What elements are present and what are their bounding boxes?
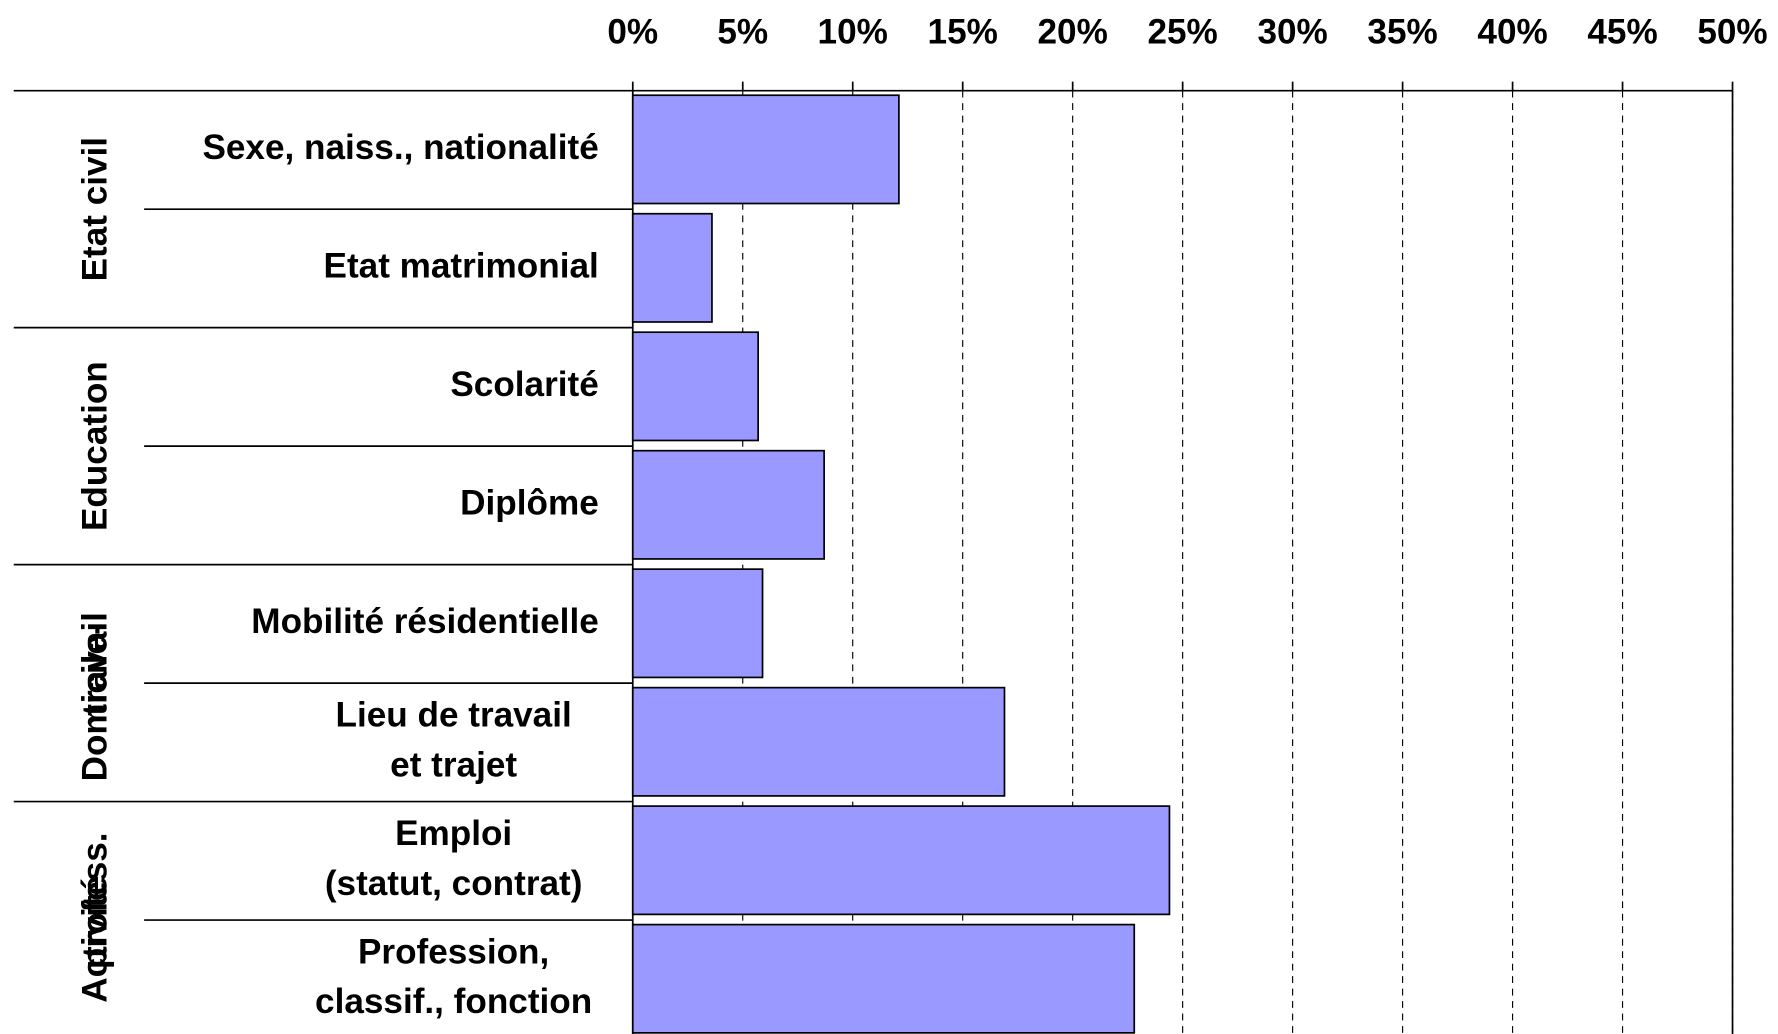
group-label-line: Activité: [76, 876, 115, 1003]
group-label-line: Domicile-: [76, 623, 115, 781]
x-tick-label: 5%: [717, 12, 768, 51]
x-tick-label: 45%: [1587, 12, 1657, 51]
x-tick-label: 50%: [1697, 12, 1767, 51]
bar: [631, 686, 1006, 797]
group-label: Education: [76, 361, 115, 531]
category-label-line: classif., fonction: [315, 983, 592, 1022]
category-label: Mobilité résidentielle: [251, 602, 598, 641]
bar: [631, 805, 1171, 916]
bar: [631, 449, 825, 560]
group-label: Etat civil: [76, 137, 115, 281]
category-label-line: Emploi: [395, 814, 512, 853]
x-tick-label: 20%: [1038, 12, 1108, 51]
bar: [631, 94, 900, 205]
category-label-line: (statut, contrat): [325, 864, 583, 903]
category-label-line: Lieu de travail: [336, 696, 572, 735]
group-label-line: Education: [76, 361, 115, 531]
category-label-line: et trajet: [390, 746, 517, 785]
group-label: Activitéprofess.: [76, 832, 115, 1002]
category-label-line: Sexe, naiss., nationalité: [202, 128, 598, 167]
x-tick-label: 35%: [1367, 12, 1437, 51]
category-label-line: Profession,: [358, 933, 549, 972]
x-tick-label: 10%: [818, 12, 888, 51]
category-label: Lieu de travail et trajet: [336, 696, 572, 785]
category-label-line: Etat matrimonial: [324, 247, 599, 286]
bar: [631, 568, 764, 679]
x-tick-label: 30%: [1257, 12, 1327, 51]
group-label-line: Etat civil: [76, 137, 115, 281]
x-tick-label: 40%: [1477, 12, 1547, 51]
x-tick-label: 0%: [607, 12, 658, 51]
x-tick-label: 15%: [928, 12, 998, 51]
category-label-line: Diplôme: [460, 484, 599, 523]
category-label: Sexe, naiss., nationalité: [202, 128, 598, 167]
category-label-line: Mobilité résidentielle: [251, 602, 598, 641]
bar: [631, 212, 713, 323]
group-label-line: travail: [76, 612, 115, 716]
category-label-line: Scolarité: [450, 365, 598, 404]
category-label: Profession, classif., fonction: [315, 933, 592, 1022]
bar: [631, 331, 759, 442]
category-label: Etat matrimonial: [324, 247, 599, 286]
category-label: Scolarité: [450, 365, 598, 404]
category-label: Emploi (statut, contrat): [325, 814, 583, 903]
group-label: Domicile-travail: [76, 612, 115, 781]
bar: [631, 923, 1136, 1034]
group-label-line: profess.: [76, 832, 115, 969]
x-tick-label: 25%: [1147, 12, 1217, 51]
category-label: Diplôme: [460, 484, 599, 523]
